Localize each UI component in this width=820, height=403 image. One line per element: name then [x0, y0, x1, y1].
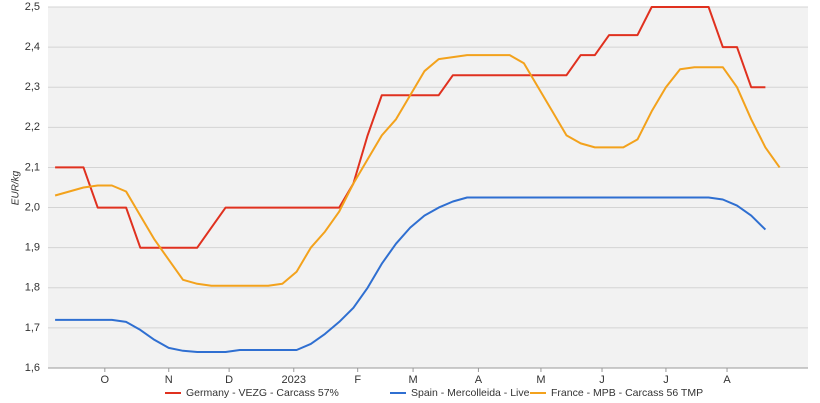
legend-label: Spain - Mercolleida - Live — [411, 387, 530, 399]
legend-label: France - MPB - Carcass 56 TMP — [551, 387, 703, 399]
x-tick-label: J — [599, 374, 605, 386]
series-line — [54, 54, 781, 287]
legend-label: Germany - VEZG - Carcass 57% — [186, 387, 339, 399]
y-tick-label: 1,7 — [25, 322, 40, 334]
series-line — [55, 196, 767, 353]
x-tick-label: A — [475, 374, 483, 386]
y-tick-label: 1,6 — [25, 362, 40, 374]
x-tick-label: D — [225, 374, 233, 386]
x-tick-label: 2023 — [282, 374, 306, 386]
x-tick-label: O — [101, 374, 110, 386]
y-tick-label: 1,8 — [25, 282, 40, 294]
plot-background — [48, 7, 808, 368]
y-axis-label: EUR/kg — [11, 170, 22, 205]
x-tick-label: M — [536, 374, 545, 386]
y-tick-label: 2,3 — [25, 81, 40, 93]
y-tick-label: 1,9 — [25, 242, 40, 254]
y-tick-label: 2,0 — [25, 201, 40, 213]
y-tick-label: 2,5 — [25, 1, 40, 13]
x-tick-label: J — [663, 374, 669, 386]
y-tick-label: 2,4 — [25, 41, 40, 53]
y-tick-label: 2,2 — [25, 121, 40, 133]
x-tick-label: A — [723, 374, 731, 386]
x-tick-label: M — [408, 374, 417, 386]
x-tick-label: N — [165, 374, 173, 386]
y-tick-label: 2,1 — [25, 161, 40, 173]
x-tick-label: F — [354, 374, 361, 386]
